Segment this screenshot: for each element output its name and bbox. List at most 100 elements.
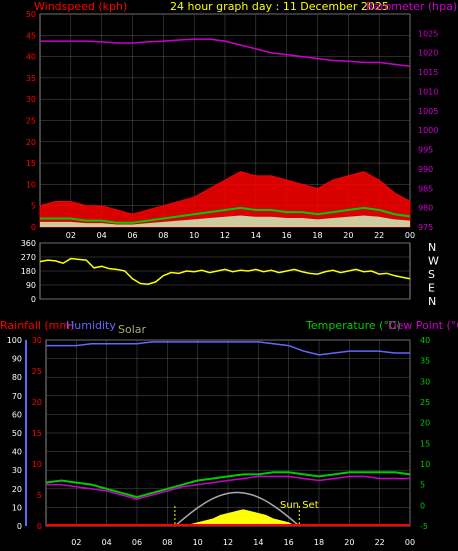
wind-panel-axes: 0510152025303540455097598098599099510001…	[26, 10, 439, 240]
dewpoint-line	[46, 475, 410, 500]
wind-x-tick-label: 04	[97, 231, 107, 240]
wind-direction-line	[39, 257, 411, 285]
wind-x-tick-label: 10	[189, 231, 199, 240]
rainfall-axis-title: Rainfall (mm)	[0, 319, 74, 332]
humidity-tick-label: 70	[12, 392, 22, 401]
humidity-line	[46, 341, 410, 356]
barometer-axis-title: Barometer (hpa)	[366, 0, 457, 13]
direction-tick-label: 360	[21, 239, 36, 248]
wind-x-tick-label: 18	[312, 231, 322, 240]
temp-x-tick-label: 22	[375, 538, 385, 547]
humidity-axis-title: Humidity	[66, 319, 116, 332]
barometer-tick-label: 1020	[418, 49, 438, 58]
compass-label: E	[428, 282, 435, 295]
barometer-tick-label: 1010	[418, 87, 438, 96]
temp-x-tick-label: 18	[314, 538, 324, 547]
temp-x-tick-label: 04	[102, 538, 112, 547]
wind-tick-label: 5	[31, 202, 36, 211]
humidity-tick-label: 90	[12, 355, 22, 364]
barometer-tick-label: 975	[418, 223, 433, 232]
temp-tick-label: 40	[420, 336, 430, 345]
temp-tick-label: 20	[420, 419, 430, 428]
temp-x-tick-label: 02	[71, 538, 81, 547]
temp-tick-label: 10	[420, 460, 430, 469]
temp-x-tick-label: 00	[405, 538, 415, 547]
humidity-tick-label: 40	[12, 448, 22, 457]
wind-tick-label: 0	[31, 223, 36, 232]
wind-tick-label: 35	[26, 74, 36, 83]
barometer-tick-label: 980	[418, 204, 433, 213]
rain-tick-label: 25	[32, 367, 42, 376]
direction-panel-grid	[40, 242, 410, 300]
wind-x-tick-label: 02	[66, 231, 76, 240]
barometer-tick-label: 990	[418, 165, 433, 174]
wind-tick-label: 25	[26, 117, 36, 126]
compass-label: N	[428, 295, 436, 308]
wind-tick-label: 50	[26, 10, 36, 19]
humidity-tick-label: 10	[12, 503, 22, 512]
barometer-tick-label: 1025	[418, 29, 438, 38]
temp-x-tick-label: 16	[284, 538, 294, 547]
temp-tick-label: 15	[420, 439, 430, 448]
solar-label: Solar	[118, 323, 147, 336]
temp-x-tick-label: 20	[344, 538, 354, 547]
wind-tick-label: 10	[26, 180, 36, 189]
rain-tick-label: 10	[32, 460, 42, 469]
humidity-tick-label: 100	[7, 336, 22, 345]
wind-panel-series	[39, 38, 411, 228]
barometer-line	[40, 38, 411, 68]
temp-panel-grid	[46, 339, 411, 527]
temp-tick-label: 35	[420, 357, 430, 366]
wind-panel-grid	[40, 13, 411, 228]
temp-x-tick-label: 14	[253, 538, 263, 547]
barometer-tick-label: 1015	[418, 68, 438, 77]
windspeed-axis-title: Windspeed (kph)	[34, 0, 127, 13]
wind-tick-label: 15	[26, 159, 36, 168]
temp-x-tick-label: 10	[193, 538, 203, 547]
low-wind-area	[40, 215, 410, 227]
rain-tick-label: 30	[32, 336, 42, 345]
dewpoint-axis-title: Dew Point (°C)	[388, 319, 458, 332]
compass-label: W	[428, 255, 439, 268]
temp-tick-label: 5	[420, 481, 425, 490]
solar-area	[182, 509, 297, 526]
direction-tick-label: 270	[21, 253, 36, 262]
chart-title: 24 hour graph day : 11 December 2025	[170, 0, 389, 13]
temperature-axis-title: Temperature (°C)	[305, 319, 401, 332]
temp-tick-label: -5	[420, 522, 428, 531]
wind-x-tick-label: 16	[282, 231, 292, 240]
sun-set-label: Sun Set	[280, 500, 319, 511]
gust-area	[39, 171, 411, 228]
humidity-tick-label: 0	[17, 522, 22, 531]
sun-curve	[174, 491, 300, 527]
wind-tick-label: 40	[26, 53, 36, 62]
temp-tick-label: 30	[420, 377, 430, 386]
barometer-tick-label: 985	[418, 184, 433, 193]
barometer-tick-label: 1005	[418, 107, 438, 116]
rain-tick-label: 5	[37, 491, 42, 500]
wind-x-tick-label: 08	[158, 231, 168, 240]
direction-tick-label: 90	[26, 281, 36, 290]
temp-panel-axes: 0 10 20 30 40 50 60 70 80 90 10 00 5 10 15 20 25 30 -5 0 5 10…	[7, 336, 430, 547]
humidity-tick-label: 60	[12, 410, 22, 419]
rain-tick-label: 0	[37, 522, 42, 531]
wind-x-tick-label: 14	[251, 231, 261, 240]
temp-x-tick-label: 12	[223, 538, 233, 547]
wind-x-tick-label: 12	[220, 231, 230, 240]
wind-x-tick-label: 20	[343, 231, 353, 240]
temp-tick-label: 25	[420, 398, 430, 407]
rain-tick-label: 20	[32, 398, 42, 407]
barometer-tick-label: 1000	[418, 126, 438, 135]
direction-panel-series	[39, 257, 411, 285]
wind-x-tick-label: 22	[374, 231, 384, 240]
wind-x-tick-label: 06	[127, 231, 137, 240]
humidity-tick-label: 80	[12, 373, 22, 382]
rain-tick-label: 15	[32, 429, 42, 438]
wind-tick-label: 45	[26, 31, 36, 40]
direction-tick-label: 180	[21, 267, 36, 276]
wind-tick-label: 20	[26, 138, 36, 147]
temp-x-tick-label: 06	[132, 538, 142, 547]
humidity-tick-label: 50	[12, 429, 22, 438]
